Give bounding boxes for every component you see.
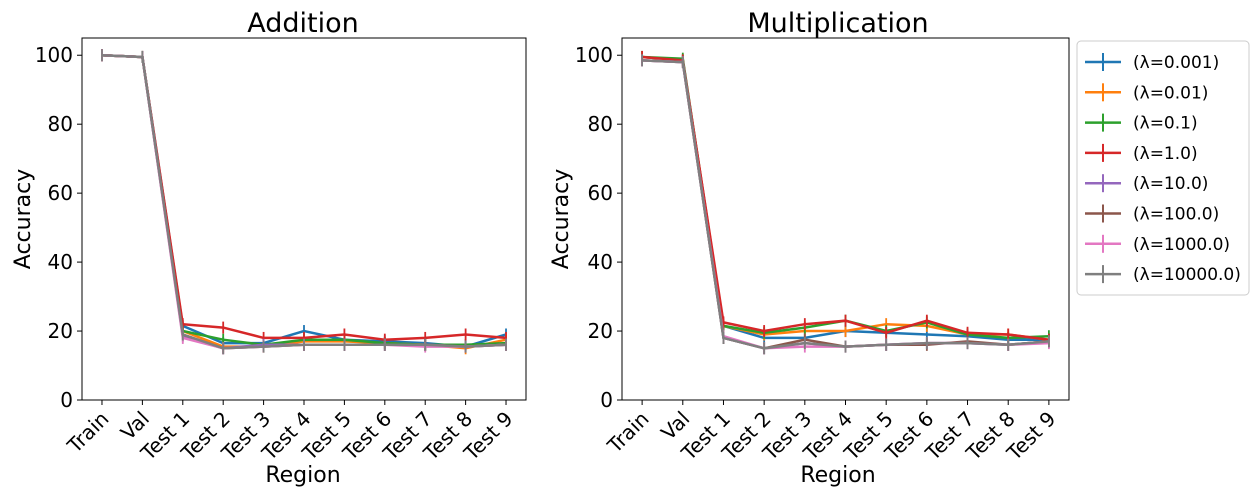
legend-label: (λ=100.0) — [1133, 205, 1219, 225]
chart-title: Addition — [247, 8, 359, 39]
legend-label: (λ=1.0) — [1133, 144, 1198, 164]
legend-label: (λ=0.001) — [1133, 53, 1219, 73]
y-tick-label: 80 — [588, 112, 613, 136]
y-tick-label: 40 — [48, 250, 73, 274]
x-axis-label: Region — [800, 463, 875, 487]
x-tick-label: Train — [602, 407, 654, 459]
legend-label: (λ=1000.0) — [1133, 235, 1230, 255]
y-tick-label: 100 — [575, 43, 613, 67]
legend-label: (λ=10000.0) — [1133, 265, 1241, 285]
y-axis-label: Accuracy — [549, 169, 574, 269]
y-tick-label: 20 — [48, 319, 73, 343]
y-tick-label: 80 — [48, 112, 73, 136]
legend-label: (λ=0.01) — [1133, 83, 1208, 103]
chart-addition: Addition Accuracy Region 0 20 40 60 80 100 Tra… — [11, 8, 527, 487]
series-line — [642, 59, 1050, 350]
y-tick-label: 0 — [60, 388, 73, 412]
legend-label: (λ=0.1) — [1133, 114, 1198, 134]
y-tick-label: 100 — [35, 43, 73, 67]
x-axis-label: Region — [265, 463, 340, 487]
legend: (λ=0.001) (λ=0.01) (λ=0.1) (λ=1.0) (λ=10.0) (… — [1076, 40, 1250, 296]
series-line — [101, 53, 507, 350]
y-tick-label: 20 — [588, 319, 613, 343]
y-tick-label: 60 — [48, 181, 73, 205]
chart-title: Multiplication — [747, 8, 928, 39]
y-axis-label: Accuracy — [11, 169, 36, 269]
y-tick-label: 40 — [588, 250, 613, 274]
legend-frame — [1076, 40, 1250, 296]
legend-label: (λ=10.0) — [1133, 174, 1208, 194]
y-tick-label: 0 — [600, 388, 613, 412]
chart-multiplication: Multiplication Accuracy Region 0 20 40 60 80… — [549, 8, 1070, 487]
x-tick-label: Train — [62, 407, 114, 459]
y-tick-label: 60 — [588, 181, 613, 205]
